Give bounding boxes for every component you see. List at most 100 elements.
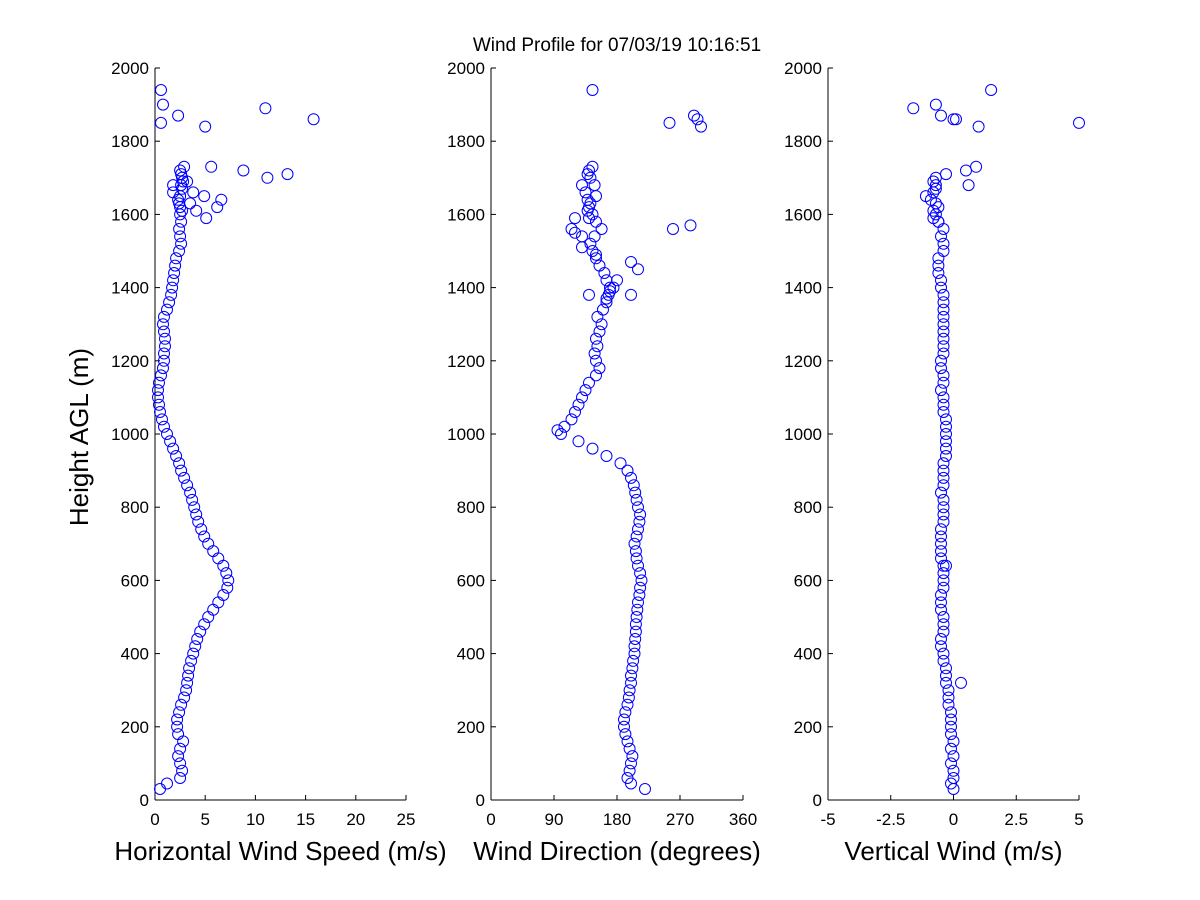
data-point bbox=[163, 296, 176, 309]
data-point bbox=[185, 654, 198, 667]
data-point bbox=[628, 537, 641, 550]
data-point bbox=[937, 611, 950, 623]
data-point bbox=[940, 420, 952, 433]
data-point bbox=[937, 332, 950, 345]
data-point bbox=[198, 530, 211, 543]
data-point bbox=[937, 325, 950, 338]
data-point bbox=[153, 398, 165, 411]
data-point bbox=[158, 420, 170, 433]
data-point bbox=[935, 109, 947, 122]
data-point bbox=[588, 179, 601, 192]
y-tick-label: 1800 bbox=[111, 132, 149, 151]
data-point bbox=[667, 223, 679, 235]
data-point bbox=[174, 230, 187, 243]
data-point bbox=[935, 486, 947, 499]
data-point bbox=[937, 647, 950, 660]
data-point bbox=[154, 783, 166, 795]
data-point bbox=[181, 676, 194, 689]
y-tick-label: 1800 bbox=[784, 132, 822, 151]
data-point bbox=[630, 530, 643, 543]
y-axis-label: Height AGL (m) bbox=[64, 348, 94, 526]
data-point bbox=[174, 190, 187, 203]
data-point bbox=[590, 252, 602, 265]
data-point bbox=[190, 204, 203, 217]
data-point bbox=[190, 508, 203, 521]
data-point bbox=[630, 552, 643, 565]
panel-3: 0 200 400 600 800 1000 1200 1400 1600 1800 2000 -5 -… bbox=[784, 59, 1085, 866]
data-point bbox=[629, 618, 642, 631]
data-point bbox=[558, 420, 571, 433]
data-point bbox=[165, 288, 178, 301]
data-point bbox=[935, 230, 947, 243]
data-point bbox=[170, 252, 183, 265]
data-point bbox=[569, 212, 581, 225]
data-point bbox=[595, 318, 608, 331]
data-point bbox=[187, 647, 200, 660]
data-point bbox=[576, 179, 588, 192]
y-tick-label: 600 bbox=[457, 571, 485, 590]
data-point bbox=[569, 406, 581, 418]
data-point bbox=[189, 640, 202, 653]
data-point bbox=[198, 618, 211, 631]
data-point bbox=[167, 274, 180, 287]
data-point bbox=[595, 223, 608, 235]
data-point bbox=[176, 764, 189, 777]
data-point bbox=[937, 515, 950, 528]
data-point bbox=[158, 354, 170, 367]
data-point bbox=[962, 179, 975, 192]
data-point bbox=[576, 391, 588, 404]
data-point bbox=[927, 212, 940, 225]
data-point bbox=[937, 318, 950, 331]
data-point bbox=[625, 669, 637, 682]
data-point bbox=[173, 706, 186, 719]
data-point bbox=[168, 267, 181, 279]
data-point bbox=[579, 186, 592, 199]
y-tick-label: 800 bbox=[794, 498, 822, 517]
data-point bbox=[937, 310, 950, 323]
data-point bbox=[588, 230, 601, 243]
y-tick-label: 1200 bbox=[784, 352, 822, 371]
data-point bbox=[955, 676, 967, 689]
data-point bbox=[170, 450, 183, 462]
data-point bbox=[937, 559, 950, 572]
data-point bbox=[937, 479, 950, 492]
data-point bbox=[929, 179, 942, 192]
y-tick-label: 200 bbox=[121, 718, 149, 737]
data-point bbox=[630, 493, 643, 506]
data-point bbox=[307, 113, 320, 126]
data-point bbox=[579, 384, 592, 397]
data-point bbox=[590, 248, 602, 261]
y-tick-label: 1600 bbox=[784, 205, 822, 224]
data-point bbox=[175, 237, 188, 250]
data-point bbox=[572, 435, 585, 448]
y-tick-label: 800 bbox=[457, 498, 485, 517]
data-point bbox=[663, 116, 676, 129]
data-point bbox=[625, 757, 637, 770]
data-point bbox=[634, 567, 647, 580]
data-point bbox=[625, 288, 637, 301]
data-point bbox=[940, 450, 952, 462]
data-point bbox=[937, 625, 950, 638]
data-point bbox=[945, 777, 957, 790]
data-point bbox=[159, 340, 171, 353]
data-point bbox=[198, 190, 211, 203]
data-point bbox=[171, 713, 184, 726]
data-point bbox=[691, 113, 704, 126]
data-point bbox=[155, 116, 167, 129]
data-point bbox=[158, 325, 170, 338]
data-point bbox=[630, 611, 643, 623]
data-point bbox=[932, 259, 945, 272]
data-point bbox=[632, 523, 644, 536]
y-tick-label: 2000 bbox=[111, 59, 149, 78]
data-point bbox=[972, 120, 985, 133]
data-point bbox=[220, 567, 233, 580]
data-point bbox=[611, 274, 623, 287]
data-point bbox=[627, 654, 640, 667]
data-point bbox=[171, 720, 184, 733]
data-point bbox=[584, 237, 597, 250]
y-tick-label: 1400 bbox=[111, 279, 149, 298]
data-point bbox=[932, 252, 945, 265]
data-point bbox=[942, 691, 955, 704]
data-point bbox=[590, 215, 602, 228]
data-point bbox=[632, 559, 644, 572]
